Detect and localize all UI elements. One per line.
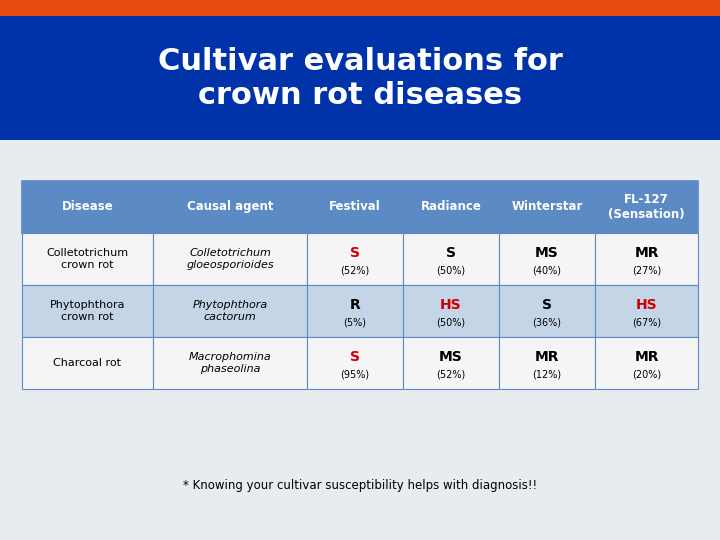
Bar (153, 285, 307, 337)
Bar (307, 285, 402, 337)
Text: (50%): (50%) (436, 265, 465, 275)
Text: Phytophthora
crown rot: Phytophthora crown rot (50, 300, 125, 322)
Bar (402, 285, 499, 337)
Bar (595, 337, 698, 389)
Text: MS: MS (535, 246, 559, 260)
Text: HS: HS (440, 298, 462, 312)
Bar (307, 337, 402, 389)
Text: MR: MR (535, 349, 559, 363)
Text: (52%): (52%) (436, 369, 465, 379)
Bar (595, 285, 698, 337)
Bar (307, 233, 402, 285)
Text: (50%): (50%) (436, 318, 465, 327)
Text: (20%): (20%) (632, 369, 661, 379)
Bar (22, 285, 153, 337)
Bar (595, 181, 698, 233)
Bar (499, 233, 595, 285)
Text: (36%): (36%) (533, 318, 562, 327)
Text: Cultivar evaluations for
crown rot diseases: Cultivar evaluations for crown rot disea… (158, 47, 562, 110)
Text: Radiance: Radiance (420, 200, 481, 213)
Text: (95%): (95%) (340, 369, 369, 379)
Text: Disease: Disease (62, 200, 113, 213)
Bar (499, 285, 595, 337)
Text: Macrophomina
phaseolina: Macrophomina phaseolina (189, 352, 271, 374)
Text: (5%): (5%) (343, 318, 366, 327)
Text: Winterstar: Winterstar (511, 200, 582, 213)
Text: (52%): (52%) (340, 265, 369, 275)
Bar (22, 181, 153, 233)
Bar (499, 181, 595, 233)
Text: (67%): (67%) (632, 318, 661, 327)
Text: (12%): (12%) (533, 369, 562, 379)
Text: (40%): (40%) (533, 265, 562, 275)
Text: R: R (349, 298, 360, 312)
Bar (402, 337, 499, 389)
Text: Colletotrichum
crown rot: Colletotrichum crown rot (46, 248, 129, 269)
Text: Causal agent: Causal agent (186, 200, 273, 213)
Text: MS: MS (439, 349, 463, 363)
Text: HS: HS (636, 298, 657, 312)
Bar (22, 337, 153, 389)
Text: S: S (542, 298, 552, 312)
Bar (153, 181, 307, 233)
Text: MR: MR (634, 246, 659, 260)
Bar (0, 16, 720, 140)
Text: S: S (350, 246, 360, 260)
Bar (307, 181, 402, 233)
Bar (22, 233, 153, 285)
Bar (0, 0, 720, 16)
Text: S: S (350, 349, 360, 363)
Text: S: S (446, 246, 456, 260)
Bar (402, 181, 499, 233)
Bar (153, 233, 307, 285)
Text: FL-127
(Sensation): FL-127 (Sensation) (608, 193, 685, 221)
Text: Festival: Festival (329, 200, 381, 213)
Bar (402, 233, 499, 285)
Text: MR: MR (634, 349, 659, 363)
Bar (595, 233, 698, 285)
Text: (27%): (27%) (632, 265, 662, 275)
Text: * Knowing your cultivar susceptibility helps with diagnosis!!: * Knowing your cultivar susceptibility h… (183, 480, 537, 492)
Bar (499, 337, 595, 389)
Text: Charcoal rot: Charcoal rot (53, 358, 122, 368)
Text: Colletotrichum
gloeosporioides: Colletotrichum gloeosporioides (186, 248, 274, 269)
Text: Phytophthora
cactorum: Phytophthora cactorum (192, 300, 268, 322)
Bar (153, 337, 307, 389)
